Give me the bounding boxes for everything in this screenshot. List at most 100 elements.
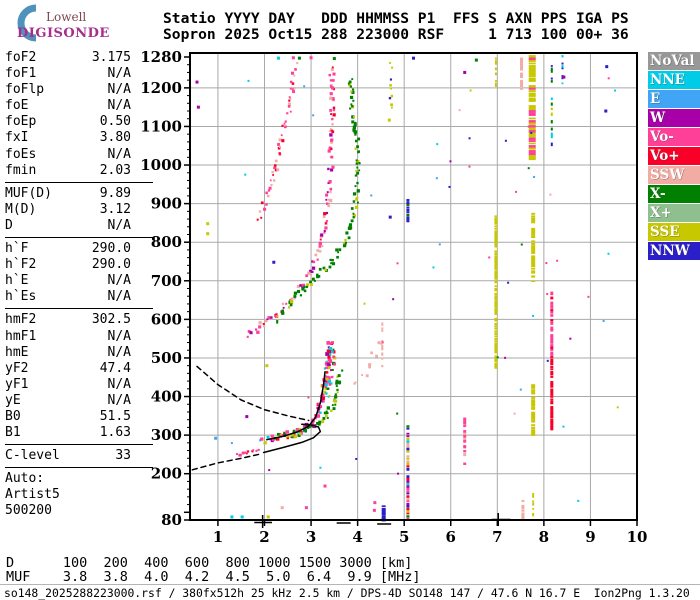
crescent-icon	[17, 4, 37, 42]
legend-item-nnw: NNW	[648, 242, 700, 260]
legend-item-x: X-	[648, 185, 700, 203]
d-distance-row: D 100 200 400 600 800 1000 1500 3000 [km…	[6, 555, 413, 571]
muf-row: MUF 3.8 3.8 4.0 4.2 4.5 5.0 6.4 9.9 [MHz…	[6, 569, 421, 585]
param-label: hmF1	[5, 328, 37, 344]
param-value: 302.5	[91, 312, 131, 328]
svg-text:1: 1	[213, 528, 223, 546]
param-value: 9.89	[99, 185, 131, 201]
param-label: B1	[5, 425, 21, 441]
param-row-md: M(D) 3.12	[5, 202, 131, 218]
param-row-fof1: foF1 N/A	[5, 66, 131, 82]
param-value: 51.5	[99, 408, 131, 424]
svg-text:6: 6	[446, 528, 456, 546]
param-row-foflp: foFlp N/A	[5, 82, 131, 98]
svg-text:7: 7	[492, 528, 502, 546]
legend-item-sse: SSE	[648, 223, 700, 241]
param-label: foEp	[5, 114, 37, 130]
header-line-2: Sopron 2025 Oct15 288 223000 RSF 1 713 1…	[163, 25, 629, 43]
param-value: N/A	[107, 66, 131, 82]
param-row-mufd: MUF(D) 9.89	[5, 186, 131, 202]
svg-text:1100: 1100	[140, 117, 182, 135]
divider	[5, 308, 153, 310]
svg-text:200: 200	[151, 465, 182, 483]
param-value: N/A	[107, 273, 131, 289]
param-row-he: h`E N/A	[5, 273, 131, 289]
svg-text:400: 400	[151, 388, 182, 406]
legend-item-w: W	[648, 109, 700, 127]
svg-text:9: 9	[585, 528, 595, 546]
svg-text:700: 700	[151, 272, 182, 290]
param-label: hmF2	[5, 312, 37, 328]
legend-item-x: X+	[648, 204, 700, 222]
param-row-b0: B0 51.5	[5, 409, 131, 425]
svg-text:900: 900	[151, 195, 182, 213]
param-value: N/A	[107, 146, 131, 162]
svg-text:2: 2	[259, 528, 269, 546]
svg-text:800: 800	[151, 233, 182, 251]
param-value: N/A	[107, 392, 131, 408]
param-label: yF2	[5, 360, 29, 376]
legend-item-noval: NoVal	[648, 52, 700, 70]
param-row-fof2: foF2 3.175	[5, 50, 131, 66]
param-value: 1.63	[99, 425, 131, 441]
legend-item-vo: Vo+	[648, 147, 700, 165]
param-row-hmf1: hmF1 N/A	[5, 329, 131, 345]
param-row-foe: foE N/A	[5, 98, 131, 114]
param-label: hmE	[5, 344, 29, 360]
param-value: 290.0	[91, 241, 131, 257]
param-label: fmin	[5, 162, 37, 178]
svg-text:80: 80	[161, 511, 182, 529]
param-value: 3.80	[99, 130, 131, 146]
autoscale-info: Auto:	[5, 471, 45, 487]
param-value: N/A	[107, 328, 131, 344]
param-value: 33	[115, 448, 131, 464]
divider	[5, 181, 153, 183]
svg-text:500: 500	[151, 349, 182, 367]
status-bar: so148_2025288223000.rsf / 380fx512h 25 k…	[0, 584, 700, 600]
param-row-hf2: h`F2 290.0	[5, 257, 131, 273]
param-value: 290.0	[91, 257, 131, 273]
header-line-1: Statio YYYY DAY DDD HHMMSS P1 FFS S AXN …	[163, 10, 629, 27]
svg-text:1200: 1200	[140, 79, 182, 97]
param-row-foes: foEs N/A	[5, 147, 131, 163]
param-label: D	[5, 217, 13, 233]
param-value: N/A	[107, 376, 131, 392]
param-label: M(D)	[5, 201, 37, 217]
param-row-hmf2: hmF2 302.5	[5, 312, 131, 328]
divider	[5, 467, 153, 469]
param-label: MUF(D)	[5, 185, 52, 201]
svg-text:4: 4	[352, 528, 362, 546]
logo-digisonde-text: DIGISONDE	[17, 26, 110, 41]
param-value: N/A	[107, 82, 131, 98]
legend-item-nne: NNE	[648, 71, 700, 89]
svg-text:1280: 1280	[140, 48, 182, 66]
param-label: foFlp	[5, 82, 45, 98]
param-value: N/A	[107, 217, 131, 233]
param-label: foE	[5, 98, 29, 114]
param-label: fxI	[5, 130, 29, 146]
param-label: yF1	[5, 376, 29, 392]
svg-text:5: 5	[399, 528, 409, 546]
velocity-legend: NoVal NNE E W Vo- Vo+ SSW X- X+ SSE NNW	[648, 52, 700, 261]
param-row-yf2: yF2 47.4	[5, 361, 131, 377]
param-row-fmin: fmin 2.03	[5, 163, 131, 179]
legend-item-e: E	[648, 90, 700, 108]
param-value: 47.4	[99, 360, 131, 376]
lowell-digisonde-logo: Lowell DIGISONDE	[6, 2, 156, 46]
legend-item-vo: Vo-	[648, 128, 700, 146]
param-value: 0.50	[99, 114, 131, 130]
svg-text:300: 300	[151, 426, 182, 444]
autoscale-info: 500200	[5, 503, 52, 519]
param-row-ye: yE N/A	[5, 393, 131, 409]
divider	[5, 237, 153, 239]
param-label: B0	[5, 408, 21, 424]
param-label: foF2	[5, 50, 37, 65]
param-row-hme: hmE N/A	[5, 345, 131, 361]
param-row-d: D N/A	[5, 218, 131, 234]
svg-text:1000: 1000	[140, 156, 182, 174]
param-label: h`Es	[5, 289, 37, 305]
param-label: foEs	[5, 146, 37, 162]
param-row-yf1: yF1 N/A	[5, 377, 131, 393]
